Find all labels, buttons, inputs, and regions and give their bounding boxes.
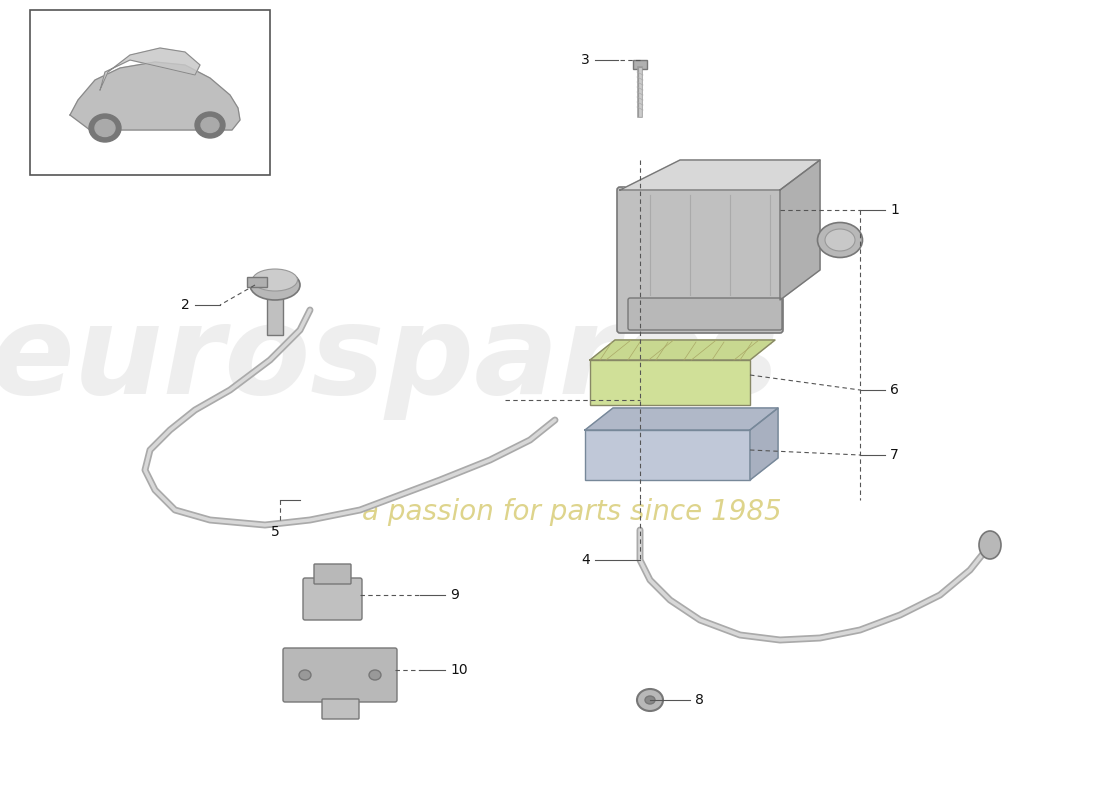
Polygon shape xyxy=(585,408,778,430)
FancyBboxPatch shape xyxy=(628,298,782,330)
Text: 1: 1 xyxy=(890,203,899,217)
Text: 6: 6 xyxy=(890,383,899,397)
Polygon shape xyxy=(620,160,820,190)
Text: 8: 8 xyxy=(695,693,704,707)
Polygon shape xyxy=(780,160,820,300)
Ellipse shape xyxy=(979,531,1001,559)
Text: 10: 10 xyxy=(450,663,468,677)
Polygon shape xyxy=(590,340,776,360)
Ellipse shape xyxy=(95,119,116,137)
Ellipse shape xyxy=(299,670,311,680)
Text: a passion for parts since 1985: a passion for parts since 1985 xyxy=(362,498,782,526)
FancyBboxPatch shape xyxy=(302,578,362,620)
Bar xyxy=(30,10,270,175)
Ellipse shape xyxy=(817,222,862,258)
Ellipse shape xyxy=(195,112,226,138)
Bar xyxy=(590,360,750,405)
Text: 3: 3 xyxy=(581,53,590,67)
Ellipse shape xyxy=(201,118,219,133)
Text: 7: 7 xyxy=(890,448,899,462)
FancyBboxPatch shape xyxy=(314,564,351,584)
Bar xyxy=(632,60,647,69)
Polygon shape xyxy=(100,48,200,90)
Polygon shape xyxy=(70,62,240,130)
Bar xyxy=(585,430,750,480)
Text: eurospares: eurospares xyxy=(0,299,780,421)
Bar xyxy=(267,285,283,335)
Ellipse shape xyxy=(250,270,300,300)
Ellipse shape xyxy=(89,114,121,142)
Ellipse shape xyxy=(253,269,297,291)
Text: 9: 9 xyxy=(450,588,459,602)
FancyBboxPatch shape xyxy=(617,187,783,333)
Text: 2: 2 xyxy=(182,298,190,312)
Text: 5: 5 xyxy=(271,525,279,539)
FancyBboxPatch shape xyxy=(283,648,397,702)
Ellipse shape xyxy=(645,696,654,704)
Ellipse shape xyxy=(368,670,381,680)
Bar xyxy=(248,277,267,287)
Polygon shape xyxy=(750,408,778,480)
FancyBboxPatch shape xyxy=(322,699,359,719)
Ellipse shape xyxy=(825,229,855,251)
Text: 4: 4 xyxy=(581,553,590,567)
Ellipse shape xyxy=(637,689,663,711)
